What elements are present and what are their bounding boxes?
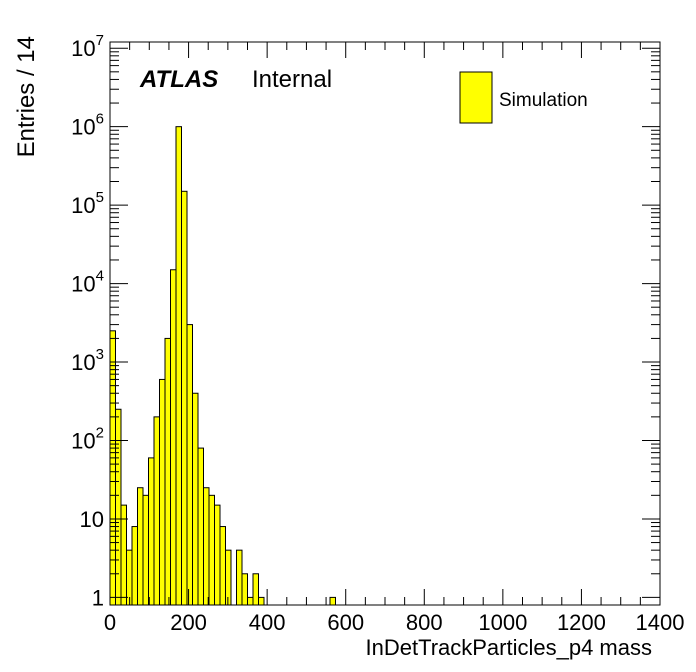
histogram-bin xyxy=(153,416,160,606)
x-tick-label: 400 xyxy=(249,610,286,635)
histogram-bin xyxy=(236,549,243,606)
atlas-status: Internal xyxy=(252,66,332,93)
histogram-bin xyxy=(137,487,144,606)
histogram-bin xyxy=(131,526,138,606)
atlas-label: ATLAS xyxy=(139,66,218,93)
x-tick-label: 1000 xyxy=(478,610,527,635)
x-tick-label: 0 xyxy=(104,610,116,635)
histogram-bin xyxy=(175,126,182,606)
y-tick-label: 104 xyxy=(71,268,104,297)
y-tick-labels: 1 10 102 103 104 105 106 107 xyxy=(71,32,104,610)
histogram-bin xyxy=(186,324,193,606)
histogram-bin xyxy=(252,573,259,606)
legend: Simulation xyxy=(459,71,588,124)
x-tick-label: 200 xyxy=(170,610,207,635)
histogram-bin xyxy=(181,190,188,606)
x-tick-labels: 0 200 400 600 800 1000 1200 1400 xyxy=(104,610,685,635)
histogram-bin xyxy=(115,408,122,606)
histogram-bin xyxy=(225,549,232,606)
histogram-bin xyxy=(219,526,226,606)
y-tick-label: 1 xyxy=(92,585,104,610)
histogram-bin xyxy=(329,596,336,606)
histogram-bin xyxy=(203,487,210,606)
x-tick-label: 800 xyxy=(406,610,443,635)
x-tick-label: 1200 xyxy=(557,610,606,635)
histogram-bin xyxy=(109,330,116,606)
legend-label: Simulation xyxy=(499,90,588,111)
x-tick-label: 600 xyxy=(327,610,364,635)
legend-swatch xyxy=(459,71,493,124)
histogram-bin xyxy=(120,504,127,606)
histogram-bin xyxy=(170,269,177,606)
histogram-bin xyxy=(241,573,248,606)
y-tick-label: 103 xyxy=(71,346,104,375)
y-tick-label: 106 xyxy=(71,111,104,140)
y-tick-label: 102 xyxy=(71,424,104,453)
histogram-bin xyxy=(247,596,254,606)
axis-ticks xyxy=(109,42,661,605)
histogram-bin xyxy=(159,378,166,606)
histogram-bin xyxy=(197,447,204,606)
histogram-bin xyxy=(164,337,171,606)
histogram-bin xyxy=(214,504,221,606)
y-tick-label: 107 xyxy=(71,32,104,61)
histogram-bin xyxy=(208,494,215,606)
x-tick-label: 1400 xyxy=(636,610,685,635)
histogram-bin xyxy=(126,549,133,606)
y-axis-title: Entries / 14 xyxy=(13,36,40,157)
histogram-bars xyxy=(109,126,336,606)
x-axis-title: InDetTrackParticles_p4 mass xyxy=(365,635,652,660)
histogram-bin xyxy=(192,392,199,606)
y-tick-label: 105 xyxy=(71,189,104,218)
histogram-bin xyxy=(258,596,265,606)
y-tick-label: 10 xyxy=(80,507,104,532)
histogram-bin xyxy=(142,494,149,606)
histogram-bin xyxy=(148,457,155,606)
